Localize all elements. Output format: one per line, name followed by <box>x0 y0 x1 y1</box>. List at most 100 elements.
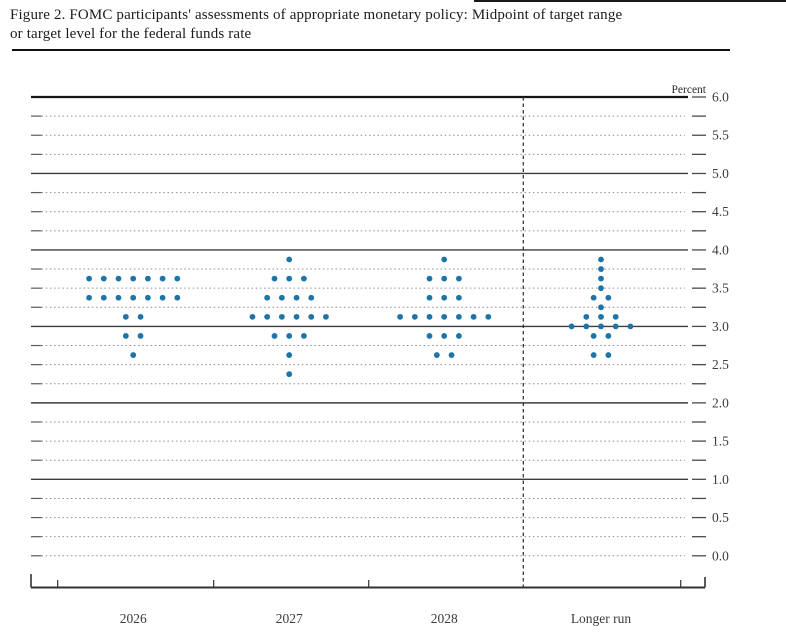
dot-2026-3.375 <box>115 294 122 301</box>
dot-longer-run-3.375 <box>605 294 612 301</box>
dot-2027-3.125 <box>323 313 329 320</box>
dot-2026-3.625 <box>100 275 107 282</box>
dot-2026-3.375 <box>130 294 137 301</box>
dot-2027-3.125 <box>249 313 256 320</box>
dot-2026-2.875 <box>122 333 129 339</box>
dot-2027-3.125 <box>308 313 315 320</box>
dot-2027-3.625 <box>286 275 293 282</box>
dot-2026-3.625 <box>130 275 137 282</box>
dot-2027-3.125 <box>293 313 300 320</box>
figure-title-line2: or target level for the federal funds ra… <box>10 25 252 42</box>
dot-2028-3.875 <box>441 256 448 263</box>
dot-2027-3.375 <box>264 294 271 301</box>
category-label-longer-run: Longer run <box>571 611 632 626</box>
dot-longer-run-3.75 <box>598 266 604 272</box>
dot-2027-3.125 <box>278 313 285 320</box>
dot-2027-3.625 <box>271 275 278 282</box>
y-tick-label-0.5: 0.5 <box>712 510 729 525</box>
dot-2026-3.375 <box>159 294 166 301</box>
dot-2028-2.625 <box>448 352 455 358</box>
dot-2027-2.625 <box>286 352 293 358</box>
dot-2026-2.875 <box>137 333 144 339</box>
y-tick-label-0.0: 0.0 <box>712 548 729 563</box>
dot-longer-run-3 <box>583 323 590 330</box>
y-tick-label-3.5: 3.5 <box>712 281 729 296</box>
dot-longer-run-3.875 <box>598 256 604 263</box>
dot-longer-run-2.625 <box>590 352 597 358</box>
y-tick-label-1.5: 1.5 <box>712 434 729 449</box>
dot-2026-3.625 <box>174 275 181 282</box>
dot-2027-2.875 <box>301 333 307 339</box>
dot-2026-3.625 <box>159 275 166 282</box>
dot-2028-3.125 <box>426 313 433 320</box>
dot-2027-2.875 <box>286 333 293 339</box>
dot-2028-2.875 <box>441 333 448 339</box>
dot-2028-3.375 <box>456 294 462 301</box>
dot-2028-3.125 <box>456 313 462 320</box>
dot-2028-3.125 <box>397 313 403 320</box>
dot-longer-run-3 <box>598 323 604 330</box>
dot-longer-run-3.125 <box>612 313 619 320</box>
dot-longer-run-3 <box>568 323 575 330</box>
y-tick-label-5.5: 5.5 <box>712 128 729 143</box>
dot-longer-run-3.25 <box>598 304 604 311</box>
dot-2027-3.375 <box>278 294 285 301</box>
dot-2026-3.375 <box>100 294 107 301</box>
dot-2026-2.625 <box>130 352 137 358</box>
dot-2027-3.375 <box>293 294 300 301</box>
y-tick-label-2.5: 2.5 <box>712 357 729 372</box>
dot-2027-2.875 <box>271 333 278 339</box>
dot-longer-run-2.875 <box>605 333 612 339</box>
dot-2028-3.625 <box>456 275 462 282</box>
dot-2028-3.625 <box>426 275 433 282</box>
dot-longer-run-3.375 <box>590 294 597 301</box>
top-edge-rule <box>474 0 786 2</box>
dot-2028-2.875 <box>426 333 433 339</box>
title-rule <box>12 49 730 51</box>
dot-longer-run-2.875 <box>590 333 597 339</box>
y-tick-label-5.0: 5.0 <box>712 166 729 181</box>
dot-2026-3.625 <box>145 275 151 282</box>
dot-2028-2.875 <box>456 333 462 339</box>
dot-2027-2.375 <box>286 371 293 378</box>
dot-2028-3.375 <box>426 294 433 301</box>
dot-longer-run-3 <box>612 323 619 330</box>
y-tick-label-4.5: 4.5 <box>712 204 729 219</box>
dot-2027-3.375 <box>308 294 315 301</box>
dot-2026-3.375 <box>86 294 92 301</box>
y-tick-label-1.0: 1.0 <box>712 472 729 487</box>
dot-2026-3.125 <box>137 313 144 320</box>
dot-2027-3.125 <box>264 313 271 320</box>
dot-2028-3.125 <box>441 313 448 320</box>
dot-longer-run-3.125 <box>598 313 604 320</box>
y-tick-label-6.0: 6.0 <box>712 90 729 105</box>
dot-2026-3.625 <box>115 275 122 282</box>
dot-longer-run-3.125 <box>583 313 590 320</box>
dot-2028-3.125 <box>470 313 477 320</box>
y-tick-label-2.0: 2.0 <box>712 395 729 410</box>
dot-longer-run-3 <box>627 323 634 330</box>
category-label-2028: 2028 <box>431 611 458 626</box>
dot-2026-3.625 <box>86 275 92 282</box>
y-tick-label-3.0: 3.0 <box>712 319 729 334</box>
dot-2028-3.375 <box>441 294 448 301</box>
y-tick-label-4.0: 4.0 <box>712 242 729 257</box>
figure-title-line1: Figure 2. FOMC participants' assessments… <box>10 7 623 23</box>
dot-longer-run-3.625 <box>598 275 604 282</box>
dot-2027-3.625 <box>301 275 307 282</box>
dot-2026-3.375 <box>145 294 151 301</box>
dot-longer-run-3.5 <box>598 285 604 292</box>
dot-2028-3.125 <box>411 313 418 320</box>
category-label-2027: 2027 <box>276 611 303 626</box>
dot-2026-3.375 <box>174 294 181 301</box>
dot-2028-3.625 <box>441 275 448 282</box>
figure-title: Figure 2. FOMC participants' assessments… <box>10 6 622 43</box>
dot-longer-run-2.625 <box>605 352 612 358</box>
dot-2028-3.125 <box>485 313 492 320</box>
category-label-2026: 2026 <box>120 611 147 626</box>
dot-2026-3.125 <box>122 313 129 320</box>
dot-2028-2.625 <box>433 352 440 358</box>
percent-axis-label: Percent <box>672 84 707 96</box>
